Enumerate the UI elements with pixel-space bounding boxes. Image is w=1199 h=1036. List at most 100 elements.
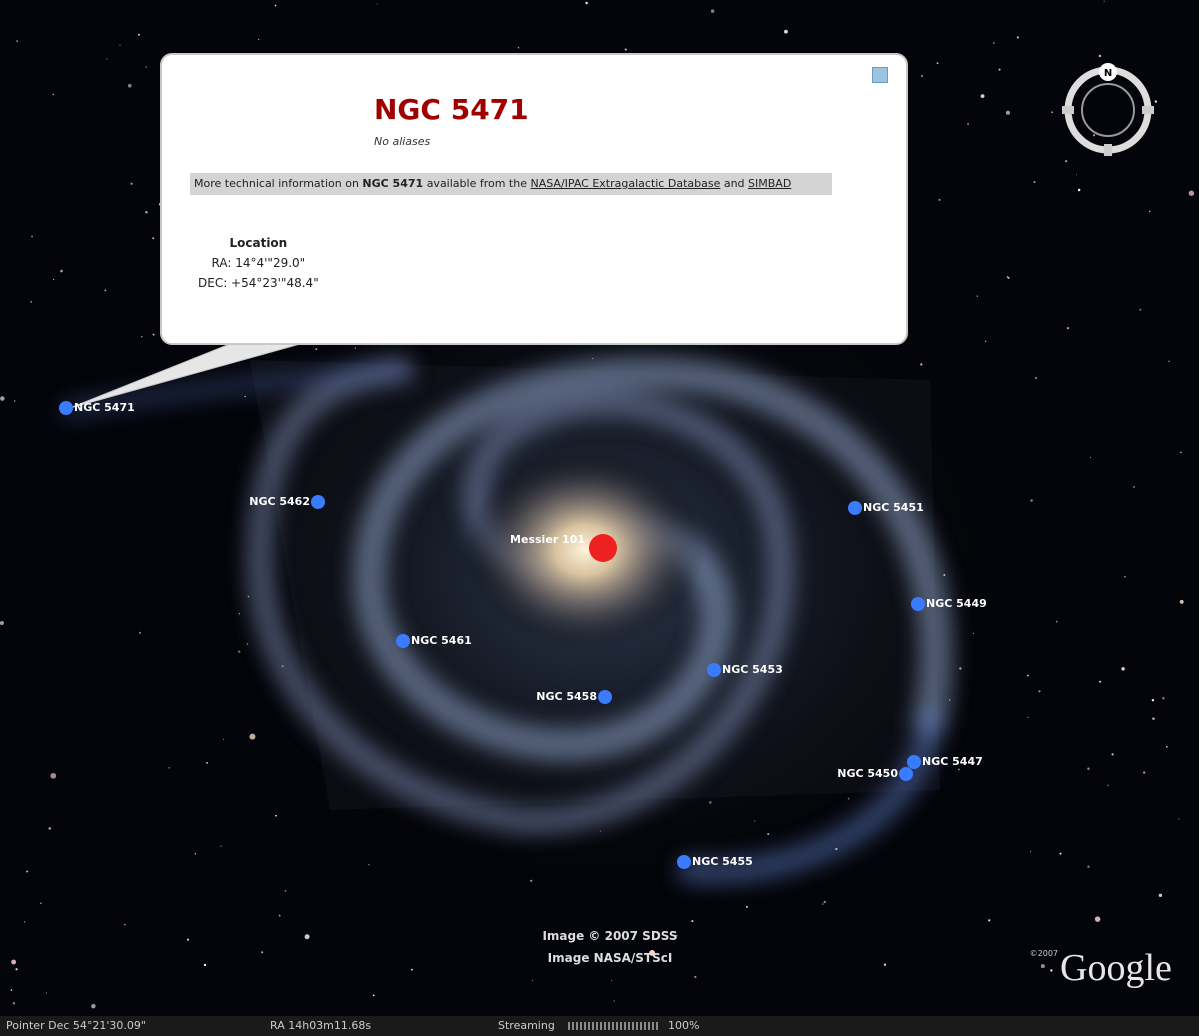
star bbox=[169, 767, 170, 768]
star bbox=[1166, 746, 1168, 748]
placemark-label[interactable]: NGC 5458 bbox=[536, 690, 597, 703]
galaxy-core bbox=[465, 450, 705, 650]
link[interactable]: SIMBAD bbox=[748, 177, 791, 190]
star bbox=[411, 969, 413, 971]
star bbox=[141, 336, 142, 337]
star bbox=[104, 289, 106, 291]
star bbox=[1121, 667, 1124, 670]
star bbox=[373, 994, 375, 996]
placemark-label[interactable]: NGC 5455 bbox=[692, 855, 753, 868]
star bbox=[585, 2, 587, 4]
star bbox=[746, 906, 748, 908]
star bbox=[26, 871, 28, 873]
dec: DEC: +54°23'"48.4" bbox=[198, 273, 319, 293]
star bbox=[145, 66, 147, 68]
star bbox=[24, 921, 25, 922]
placemark-icon[interactable] bbox=[907, 755, 921, 769]
star bbox=[376, 4, 377, 5]
attribution: Image NASA/STScI bbox=[548, 951, 673, 965]
star bbox=[152, 237, 154, 239]
star bbox=[0, 396, 4, 400]
star bbox=[1139, 309, 1141, 311]
pointer-dec: Pointer Dec 54°21'30.09" bbox=[6, 1016, 146, 1036]
placemark-label[interactable]: NGC 5471 bbox=[74, 401, 135, 414]
star bbox=[958, 769, 960, 771]
placemark-icon[interactable] bbox=[848, 501, 862, 515]
star bbox=[937, 62, 939, 64]
star bbox=[204, 964, 206, 966]
placemark-label[interactable]: NGC 5451 bbox=[863, 501, 924, 514]
percent: 100% bbox=[668, 1016, 699, 1036]
star bbox=[1017, 36, 1019, 38]
placemark-label[interactable]: Messier 101 bbox=[510, 533, 585, 546]
star bbox=[988, 919, 990, 921]
star bbox=[195, 853, 197, 855]
star bbox=[368, 864, 369, 865]
balloon-title: NGC 5471 bbox=[374, 93, 529, 126]
text: More technical information on bbox=[194, 177, 359, 190]
star bbox=[223, 739, 224, 740]
link[interactable]: NASA/IPAC Extragalactic Database bbox=[530, 177, 720, 190]
star bbox=[1162, 697, 1164, 699]
star bbox=[1143, 771, 1145, 773]
placemark-icon[interactable] bbox=[589, 534, 617, 562]
star bbox=[822, 903, 824, 905]
star bbox=[1087, 866, 1089, 868]
star bbox=[187, 939, 189, 941]
star bbox=[11, 989, 13, 991]
star bbox=[981, 94, 985, 98]
star bbox=[275, 815, 277, 817]
star bbox=[967, 123, 969, 125]
star bbox=[1076, 174, 1077, 175]
placemark-icon[interactable] bbox=[911, 597, 925, 611]
star bbox=[50, 773, 56, 779]
placemark-label[interactable]: NGC 5453 bbox=[722, 663, 783, 676]
placemark-icon[interactable] bbox=[598, 690, 612, 704]
placemark-icon[interactable] bbox=[707, 663, 721, 677]
placemark-label[interactable]: NGC 5462 bbox=[249, 495, 310, 508]
star bbox=[128, 84, 132, 88]
star bbox=[1038, 690, 1040, 692]
placemark-label[interactable]: NGC 5461 bbox=[411, 634, 472, 647]
placemark-label[interactable]: NGC 5450 bbox=[837, 767, 898, 780]
star bbox=[60, 270, 63, 273]
star bbox=[1152, 717, 1155, 720]
aliases: No aliases bbox=[374, 135, 430, 148]
star bbox=[1030, 851, 1031, 852]
star bbox=[258, 39, 259, 40]
star bbox=[91, 1004, 95, 1008]
star bbox=[0, 621, 4, 625]
star bbox=[13, 1002, 15, 1004]
star bbox=[977, 296, 978, 297]
star bbox=[1155, 100, 1157, 102]
placemark-icon[interactable] bbox=[677, 855, 691, 869]
star bbox=[1180, 600, 1184, 604]
ra: RA: 14°4'"29.0" bbox=[198, 253, 319, 273]
placemark-label[interactable]: NGC 5449 bbox=[926, 597, 987, 610]
placemark-icon[interactable] bbox=[59, 401, 73, 415]
star bbox=[938, 199, 940, 201]
star bbox=[106, 59, 107, 60]
star bbox=[1027, 675, 1029, 677]
placemark-icon[interactable] bbox=[396, 634, 410, 648]
star bbox=[1149, 211, 1150, 212]
star bbox=[1178, 818, 1179, 819]
star bbox=[1087, 768, 1089, 770]
star bbox=[275, 5, 277, 7]
star bbox=[40, 903, 41, 904]
object-name: NGC 5471 bbox=[362, 177, 423, 190]
star bbox=[614, 1000, 615, 1001]
star bbox=[1099, 55, 1101, 57]
placemark-icon[interactable] bbox=[311, 495, 325, 509]
placemark-icon[interactable] bbox=[899, 767, 913, 781]
placemark-label[interactable]: NGC 5447 bbox=[922, 755, 983, 768]
compass-north: N bbox=[1104, 68, 1112, 79]
star bbox=[279, 915, 281, 917]
star bbox=[31, 236, 33, 238]
star bbox=[1050, 969, 1052, 971]
star bbox=[1030, 499, 1032, 501]
close-button[interactable] bbox=[872, 67, 888, 83]
pointer-ra: RA 14h03m11.68s bbox=[270, 1016, 371, 1036]
star bbox=[285, 890, 287, 892]
star bbox=[305, 934, 310, 939]
